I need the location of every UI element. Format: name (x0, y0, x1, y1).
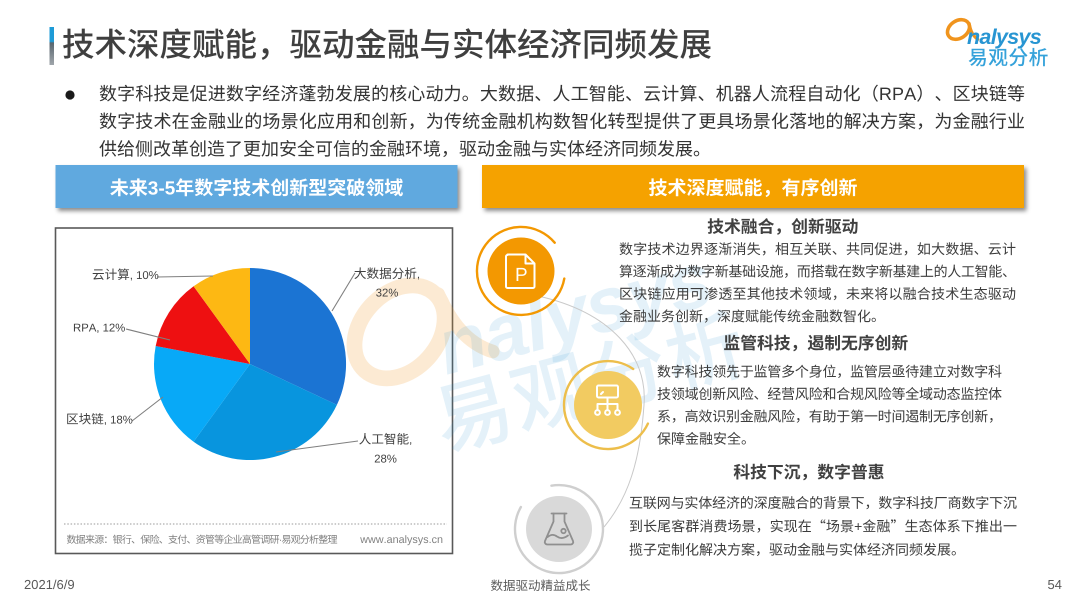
svg-text:nalysys: nalysys (967, 25, 1042, 49)
